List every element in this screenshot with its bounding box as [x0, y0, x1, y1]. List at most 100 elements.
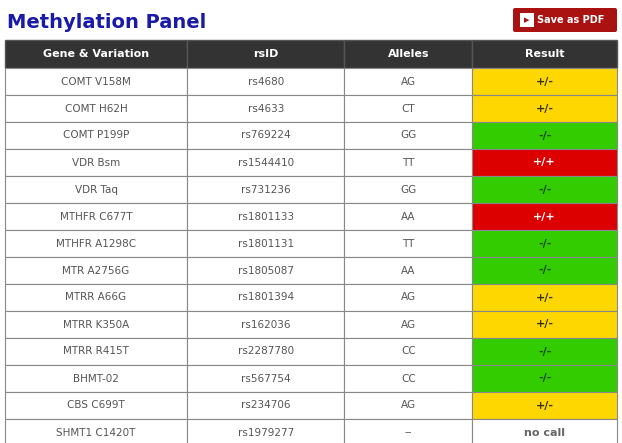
Text: VDR Taq: VDR Taq [75, 184, 118, 194]
Bar [187, 311, 345, 338]
Bar [472, 203, 617, 230]
Text: -/-: -/- [538, 346, 551, 357]
Text: rs1805087: rs1805087 [238, 265, 294, 276]
Text: rs162036: rs162036 [241, 319, 290, 330]
Bar [5, 392, 187, 419]
Bar [345, 284, 472, 311]
Text: rs1801394: rs1801394 [238, 292, 294, 303]
Text: -/-: -/- [538, 265, 551, 276]
Bar [472, 392, 617, 419]
Text: AG: AG [401, 319, 416, 330]
Text: CT: CT [402, 104, 415, 113]
Bar [345, 257, 472, 284]
Text: COMT P199P: COMT P199P [63, 131, 129, 140]
Text: +/+: +/+ [534, 158, 556, 167]
Bar [187, 95, 345, 122]
Bar [5, 284, 187, 311]
Text: rs731236: rs731236 [241, 184, 290, 194]
Bar [472, 230, 617, 257]
Bar [345, 68, 472, 95]
Text: +/-: +/- [536, 104, 554, 113]
Bar [5, 230, 187, 257]
Text: -/-: -/- [538, 131, 551, 140]
Text: GG: GG [401, 184, 417, 194]
Text: Save as PDF: Save as PDF [537, 15, 605, 25]
Bar [187, 392, 345, 419]
Text: rs2287780: rs2287780 [238, 346, 294, 357]
Bar [472, 365, 617, 392]
Text: -/-: -/- [538, 373, 551, 384]
Bar [187, 284, 345, 311]
Text: TT: TT [402, 238, 415, 249]
Text: TT: TT [402, 158, 415, 167]
Bar [345, 338, 472, 365]
Text: COMT V158M: COMT V158M [61, 77, 131, 86]
Text: rs567754: rs567754 [241, 373, 290, 384]
Text: +/-: +/- [536, 400, 554, 411]
Text: rs769224: rs769224 [241, 131, 290, 140]
Bar [345, 203, 472, 230]
Text: AA: AA [401, 265, 415, 276]
Bar [520, 13, 534, 27]
Text: -/-: -/- [538, 184, 551, 194]
Bar [5, 203, 187, 230]
Bar [5, 338, 187, 365]
Text: +/-: +/- [536, 292, 554, 303]
Text: MTR A2756G: MTR A2756G [62, 265, 129, 276]
FancyBboxPatch shape [513, 8, 617, 32]
Bar [5, 365, 187, 392]
Bar [187, 365, 345, 392]
Text: GG: GG [401, 131, 417, 140]
Bar [5, 40, 187, 68]
Bar [345, 95, 472, 122]
Bar [5, 95, 187, 122]
Text: +/-: +/- [536, 77, 554, 86]
Bar [345, 40, 472, 68]
Text: CC: CC [401, 373, 415, 384]
Bar [187, 40, 345, 68]
Text: -/-: -/- [538, 238, 551, 249]
Bar [472, 257, 617, 284]
Bar [472, 40, 617, 68]
Text: rs4633: rs4633 [248, 104, 284, 113]
Bar [187, 68, 345, 95]
Text: Methylation Panel: Methylation Panel [7, 12, 207, 31]
Text: MTRR A66G: MTRR A66G [65, 292, 126, 303]
Bar [472, 284, 617, 311]
Bar [472, 419, 617, 443]
Text: AG: AG [401, 77, 416, 86]
Text: rs4680: rs4680 [248, 77, 284, 86]
Bar [187, 257, 345, 284]
Bar [187, 149, 345, 176]
Text: rs1979277: rs1979277 [238, 427, 294, 438]
Bar [345, 392, 472, 419]
Bar [187, 419, 345, 443]
Bar [5, 257, 187, 284]
Text: CBS C699T: CBS C699T [67, 400, 125, 411]
Bar [187, 338, 345, 365]
Bar [345, 230, 472, 257]
Text: rs1801131: rs1801131 [238, 238, 294, 249]
Text: rs1544410: rs1544410 [238, 158, 294, 167]
Bar [5, 419, 187, 443]
Bar [5, 149, 187, 176]
Bar [472, 338, 617, 365]
Text: MTHFR A1298C: MTHFR A1298C [56, 238, 136, 249]
Bar [345, 149, 472, 176]
Text: COMT H62H: COMT H62H [65, 104, 128, 113]
Text: MTHFR C677T: MTHFR C677T [60, 211, 132, 222]
Text: Gene & Variation: Gene & Variation [43, 49, 149, 59]
Bar [472, 68, 617, 95]
Bar [5, 68, 187, 95]
Bar [472, 122, 617, 149]
Text: no call: no call [524, 427, 565, 438]
Text: rsID: rsID [253, 49, 279, 59]
Text: MTRR K350A: MTRR K350A [63, 319, 129, 330]
Text: --: -- [405, 427, 412, 438]
Bar [472, 149, 617, 176]
Bar [5, 311, 187, 338]
Bar [5, 176, 187, 203]
Text: SHMT1 C1420T: SHMT1 C1420T [57, 427, 136, 438]
Bar [472, 311, 617, 338]
Text: Alleles: Alleles [388, 49, 429, 59]
